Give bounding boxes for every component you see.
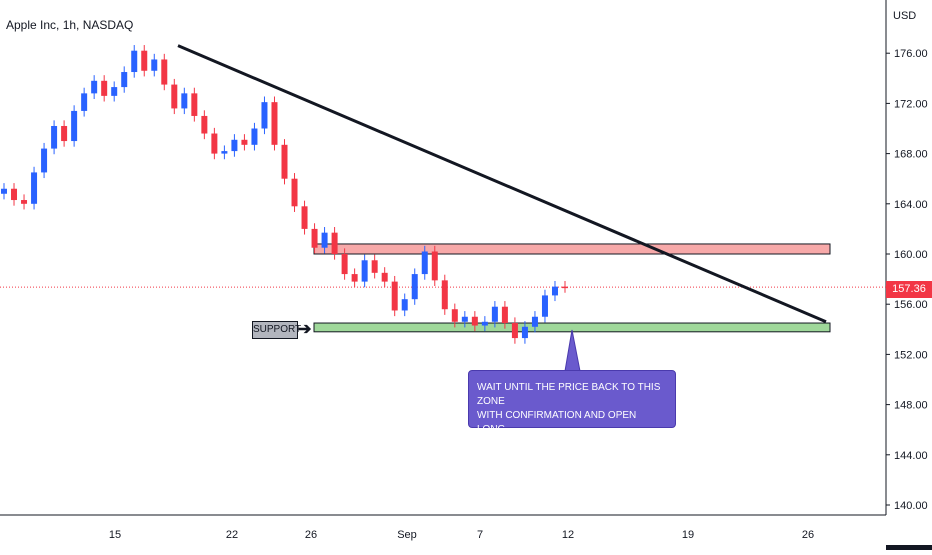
candle-body xyxy=(501,306,508,324)
price-tick-label: 144.00 xyxy=(894,450,928,462)
price-tick-label: 156.00 xyxy=(894,299,928,311)
candle-body xyxy=(341,254,348,275)
price-tick-label: 176.00 xyxy=(894,48,928,60)
candle-body xyxy=(551,286,558,296)
candle-body xyxy=(211,133,218,154)
callout-pointer xyxy=(564,329,581,372)
candle-body xyxy=(381,272,388,282)
candle-body xyxy=(531,316,538,327)
candle-body xyxy=(331,232,338,254)
candle-body xyxy=(91,80,98,94)
price-tick-label: 148.00 xyxy=(894,400,928,412)
candle-body xyxy=(311,228,318,248)
candle-body xyxy=(421,251,428,275)
price-tick-label: 172.00 xyxy=(894,98,928,110)
last-price-badge: 157.36 xyxy=(886,281,932,298)
candle-body xyxy=(61,125,68,142)
time-tick-label: 26 xyxy=(305,529,317,541)
candle-body xyxy=(111,87,118,96)
candle-body xyxy=(131,50,138,73)
candle-body xyxy=(301,206,308,229)
price-tick-label: 160.00 xyxy=(894,249,928,261)
candle-body xyxy=(391,281,398,311)
candle-body xyxy=(271,102,278,145)
candle-body xyxy=(351,274,358,282)
chart-title: Apple Inc, 1h, NASDAQ xyxy=(6,18,134,32)
candle-body xyxy=(71,110,78,142)
support-label: SUPPORT xyxy=(252,321,301,339)
callout-line-2: WITH CONFIRMATION AND OPEN LONG xyxy=(477,410,637,435)
resistance-zone xyxy=(313,243,831,255)
candle-body xyxy=(191,93,198,116)
candle-body xyxy=(81,93,88,111)
time-tick-label: 19 xyxy=(682,529,694,541)
time-tick-label: 12 xyxy=(562,529,574,541)
candle-body xyxy=(361,260,368,282)
time-tick-label: Sep xyxy=(397,529,417,541)
candle-body xyxy=(461,316,468,322)
candle-body xyxy=(562,286,568,289)
candle-body xyxy=(491,306,498,322)
candle-body xyxy=(121,72,128,88)
time-tick-label: 7 xyxy=(477,529,483,541)
candle-body xyxy=(161,59,168,85)
time-tick-label: 15 xyxy=(109,529,121,541)
candle-body xyxy=(321,232,328,248)
candle-body xyxy=(231,139,238,152)
candle-body xyxy=(471,316,478,326)
candle-body xyxy=(431,251,438,281)
candle-body xyxy=(221,151,228,154)
candle-body xyxy=(251,128,258,145)
candle-body xyxy=(241,139,248,145)
candle-body xyxy=(511,323,518,339)
candle-body xyxy=(441,280,448,310)
time-tick-label: 22 xyxy=(226,529,238,541)
time-badge xyxy=(886,545,932,550)
price-tick-label: 140.00 xyxy=(894,500,928,512)
candle-body xyxy=(291,178,298,207)
candle-body xyxy=(451,309,458,322)
candle-body xyxy=(21,200,28,204)
callout-line-1: WAIT UNTIL THE PRICE BACK TO THIS ZONE xyxy=(477,382,661,407)
candle-body xyxy=(141,50,148,71)
downtrend-line xyxy=(177,44,827,324)
candle-body xyxy=(281,144,288,179)
candle-body xyxy=(101,80,108,96)
arrow-right-icon: ➔ xyxy=(298,321,312,338)
price-tick-label: 168.00 xyxy=(894,149,928,161)
time-tick-label: 26 xyxy=(802,529,814,541)
candle-body xyxy=(151,59,158,71)
candle-body xyxy=(481,321,488,326)
candle-body xyxy=(11,188,18,201)
price-tick-label: 164.00 xyxy=(894,199,928,211)
callout-note[interactable]: WAIT UNTIL THE PRICE BACK TO THIS ZONE W… xyxy=(468,370,676,435)
candle-body xyxy=(181,93,188,109)
candle-body xyxy=(31,172,38,204)
currency-label: USD xyxy=(893,10,917,22)
candle-body xyxy=(171,84,178,109)
candle-body xyxy=(521,326,528,339)
candle-body xyxy=(1,188,7,194)
candle-body xyxy=(51,125,58,149)
candle-body xyxy=(541,295,548,317)
candle-body xyxy=(411,274,418,300)
candle-body xyxy=(401,299,408,311)
price-tick-label: 152.00 xyxy=(894,349,928,361)
candle-body xyxy=(261,102,268,129)
candle-body xyxy=(371,260,378,273)
candle-body xyxy=(41,148,48,173)
candle-body xyxy=(201,115,208,134)
